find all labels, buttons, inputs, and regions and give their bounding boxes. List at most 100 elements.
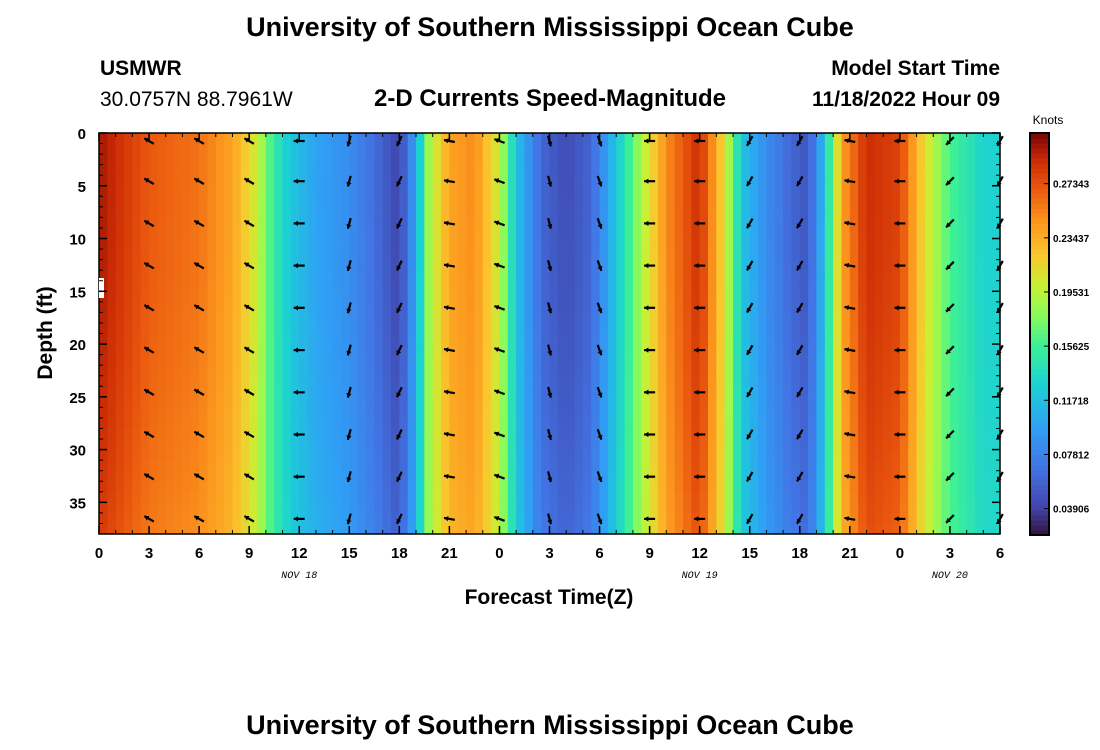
heatmap-cell	[290, 354, 300, 366]
heatmap-cell	[883, 249, 893, 261]
speed-heatmap	[99, 133, 1000, 534]
heatmap-cell	[841, 439, 851, 451]
heatmap-cell	[249, 175, 259, 187]
current-vector	[694, 305, 706, 311]
heatmap-cell	[949, 449, 959, 461]
heatmap-cell	[149, 164, 158, 176]
colorbar-segment	[1030, 429, 1049, 436]
heatmap-cell	[340, 449, 350, 461]
heatmap-cell	[99, 322, 108, 335]
heatmap-cell	[708, 175, 717, 187]
colorbar-segment	[1030, 193, 1049, 199]
heatmap-cell	[507, 291, 517, 303]
heatmap-cell	[574, 354, 584, 366]
heatmap-cell	[616, 333, 626, 345]
heatmap-cell	[107, 470, 117, 482]
heatmap-cell	[157, 354, 167, 366]
heatmap-cell	[424, 512, 434, 525]
heatmap-cell	[457, 449, 467, 461]
heatmap-cell	[274, 523, 284, 534]
heatmap-cell	[774, 217, 784, 229]
heatmap-cell	[974, 185, 984, 197]
heatmap-cell	[449, 154, 459, 166]
heatmap-cell	[182, 185, 192, 197]
heatmap-cell	[474, 270, 484, 282]
heatmap-cell	[682, 365, 692, 377]
heatmap-cell	[307, 154, 317, 166]
heatmap-cell	[983, 259, 993, 271]
heatmap-cell	[908, 460, 918, 472]
heatmap-cell	[899, 164, 909, 176]
heatmap-cell	[365, 322, 375, 335]
heatmap-cell	[124, 249, 133, 261]
heatmap-cell	[666, 185, 676, 197]
heatmap-cell	[766, 217, 776, 229]
heatmap-cell	[249, 439, 259, 451]
heatmap-cell	[190, 280, 200, 292]
heatmap-cell	[783, 375, 793, 387]
heatmap-cell	[491, 270, 501, 282]
heatmap-cell	[374, 196, 384, 208]
heatmap-cell	[541, 375, 551, 387]
heatmap-cell	[841, 185, 851, 197]
heatmap-cell	[407, 523, 417, 534]
heatmap-cell	[516, 407, 526, 419]
heatmap-cell	[482, 143, 492, 155]
heatmap-cell	[991, 354, 1000, 366]
heatmap-cell	[574, 175, 584, 187]
heatmap-cell	[616, 238, 626, 250]
heatmap-cell	[349, 344, 359, 356]
heatmap-cell	[666, 491, 676, 503]
heatmap-cell	[991, 344, 1000, 356]
heatmap-cell	[507, 164, 517, 176]
heatmap-cell	[165, 428, 175, 440]
heatmap-cell	[157, 238, 167, 250]
heatmap-cell	[949, 523, 959, 534]
heatmap-cell	[190, 396, 200, 408]
heatmap-cell	[232, 333, 242, 345]
heatmap-cell	[365, 217, 375, 229]
heatmap-cell	[524, 301, 534, 313]
heatmap-cell	[174, 259, 184, 271]
heatmap-cell	[674, 143, 684, 155]
heatmap-cell	[124, 133, 133, 145]
heatmap-cell	[207, 333, 217, 345]
heatmap-cell	[307, 344, 317, 356]
heatmap-cell	[290, 365, 300, 377]
y-tick-label: 5	[78, 179, 86, 196]
heatmap-cell	[416, 407, 425, 419]
x-tick-label: 3	[545, 545, 553, 562]
heatmap-cell	[983, 365, 993, 377]
heatmap-cell	[899, 154, 909, 166]
heatmap-cell	[449, 491, 459, 503]
heatmap-cell	[265, 270, 275, 282]
heatmap-cell	[883, 185, 893, 197]
heatmap-cell	[949, 354, 959, 366]
heatmap-cell	[532, 460, 542, 472]
heatmap-cell	[891, 312, 901, 324]
heatmap-cell	[924, 249, 934, 261]
heatmap-cell	[190, 333, 200, 345]
heatmap-cell	[449, 291, 459, 303]
current-vector	[396, 429, 403, 440]
heatmap-cell	[766, 206, 776, 219]
heatmap-cell	[357, 301, 367, 313]
heatmap-cell	[824, 523, 834, 534]
heatmap-cell	[524, 238, 534, 250]
heatmap-cell	[182, 206, 192, 219]
heatmap-cell	[949, 375, 959, 387]
y-tick-label: 30	[69, 443, 86, 460]
heatmap-cell	[549, 196, 559, 208]
heatmap-cell	[324, 217, 334, 229]
heatmap-cell	[274, 354, 284, 366]
heatmap-cell	[99, 206, 108, 219]
heatmap-cell	[899, 449, 909, 461]
heatmap-cell	[708, 322, 717, 335]
heatmap-cell	[149, 407, 158, 419]
heatmap-cell	[541, 512, 551, 525]
heatmap-cell	[666, 354, 676, 366]
heatmap-cell	[299, 449, 309, 461]
heatmap-cell	[866, 460, 876, 472]
heatmap-cell	[783, 291, 793, 303]
heatmap-cell	[215, 502, 225, 514]
